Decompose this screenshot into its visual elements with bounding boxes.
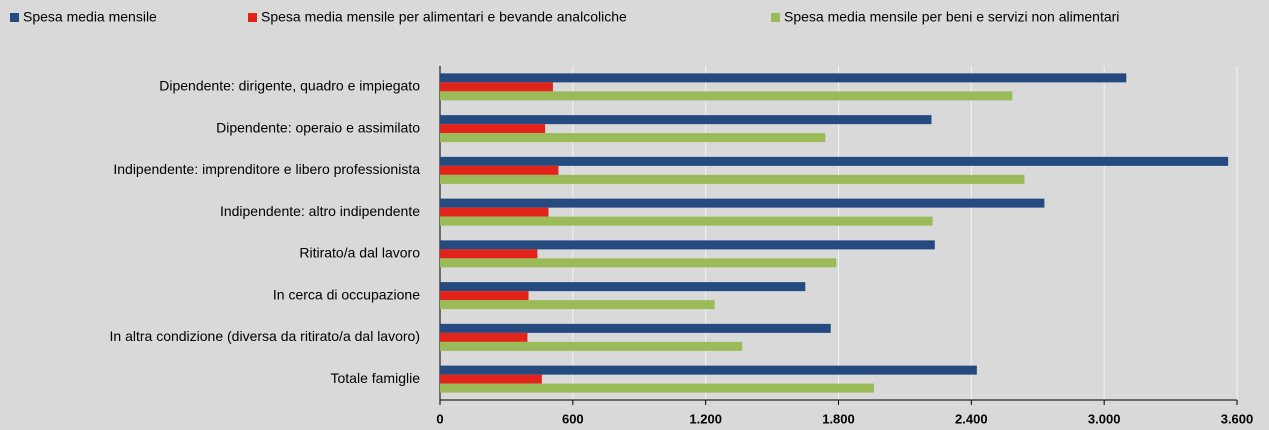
x-tick-label: 0 <box>436 411 443 426</box>
x-tick-label: 3.000 <box>1088 411 1121 426</box>
bar <box>440 332 528 342</box>
legend-swatch <box>10 13 19 22</box>
bar <box>440 300 715 310</box>
y-tick-label: Totale famiglie <box>331 370 421 386</box>
x-tick-label: 600 <box>562 411 584 426</box>
legend-label: Spesa media mensile per beni e servizi n… <box>784 9 1119 25</box>
bar <box>440 73 1127 83</box>
bar <box>440 207 549 217</box>
bar <box>440 216 933 226</box>
legend-swatch <box>771 13 780 22</box>
bar <box>440 249 538 259</box>
bar <box>440 124 546 134</box>
legend-label: Spesa media mensile <box>23 9 157 25</box>
bar <box>440 165 559 175</box>
bar <box>440 115 932 125</box>
bar <box>440 291 529 301</box>
bar <box>440 323 831 333</box>
x-tick-label: 2.400 <box>955 411 988 426</box>
y-tick-label: Indipendente: altro indipendente <box>220 203 420 219</box>
bar <box>440 91 1013 101</box>
bar <box>440 82 553 92</box>
bar <box>440 341 743 351</box>
legend-swatch <box>248 13 257 22</box>
bar <box>440 258 837 268</box>
bar <box>440 133 826 143</box>
bar <box>440 156 1229 166</box>
bar <box>440 240 935 250</box>
bar <box>440 374 542 384</box>
x-tick-label: 1.800 <box>822 411 855 426</box>
y-tick-label: In cerca di occupazione <box>273 286 420 302</box>
y-tick-label: In altra condizione (diversa da ritirato… <box>110 328 421 344</box>
y-tick-label: Dipendente: dirigente, quadro e impiegat… <box>159 78 420 94</box>
bar <box>440 282 806 292</box>
bar <box>440 174 1025 184</box>
bar <box>440 198 1045 208</box>
x-tick-label: 1.200 <box>689 411 722 426</box>
y-tick-label: Dipendente: operaio e assimilato <box>216 119 420 135</box>
y-tick-label: Indipendente: imprenditore e libero prof… <box>113 161 420 177</box>
x-tick-label: 3.600 <box>1221 411 1254 426</box>
legend-label: Spesa media mensile per alimentari e bev… <box>261 9 627 25</box>
bar <box>440 365 977 375</box>
y-tick-label: Ritirato/a dal lavoro <box>299 245 420 261</box>
bar <box>440 383 874 393</box>
